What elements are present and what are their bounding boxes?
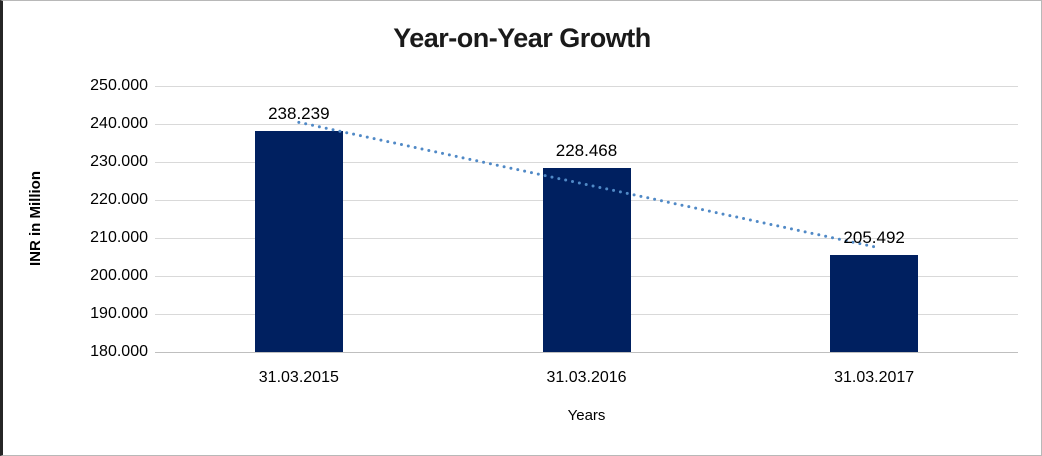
y-tick-label: 220.000 <box>90 191 148 208</box>
y-tick-label: 250.000 <box>90 77 148 94</box>
chart-title: Year-on-Year Growth <box>393 23 651 53</box>
y-tick-label: 240.000 <box>90 115 148 132</box>
x-axis-tick-labels: 31.03.2015 31.03.2016 31.03.2017 <box>155 369 1018 391</box>
gridline <box>155 86 1018 87</box>
y-tick-label: 200.000 <box>90 267 148 284</box>
gridline <box>155 124 1018 125</box>
y-tick-label: 230.000 <box>90 153 148 170</box>
bar-31.03.2015 <box>254 130 343 352</box>
y-tick-label: 190.000 <box>90 305 148 322</box>
gridline <box>155 162 1018 163</box>
y-axis-tick-labels: 250.000 240.000 230.000 220.000 210.000 200.0… <box>3 77 148 360</box>
bar-31.03.2017 <box>830 255 919 352</box>
x-axis-title: Years <box>567 407 606 424</box>
gridline <box>155 352 1018 353</box>
data-label: 238.239 <box>268 103 330 123</box>
trendline-dotted <box>297 120 876 249</box>
data-label: 205.492 <box>843 228 905 248</box>
data-label: 228.468 <box>555 140 618 160</box>
plot-area: 238.239 228.468 205.492 <box>155 86 1018 353</box>
x-tick-label: 31.03.2017 <box>834 369 915 386</box>
y-tick-label: 180.000 <box>90 343 148 360</box>
y-tick-label: 210.000 <box>90 229 148 246</box>
x-tick-label: 31.03.2015 <box>258 369 339 386</box>
bar-31.03.2016 <box>542 167 631 352</box>
x-tick-label: 31.03.2016 <box>546 369 627 386</box>
